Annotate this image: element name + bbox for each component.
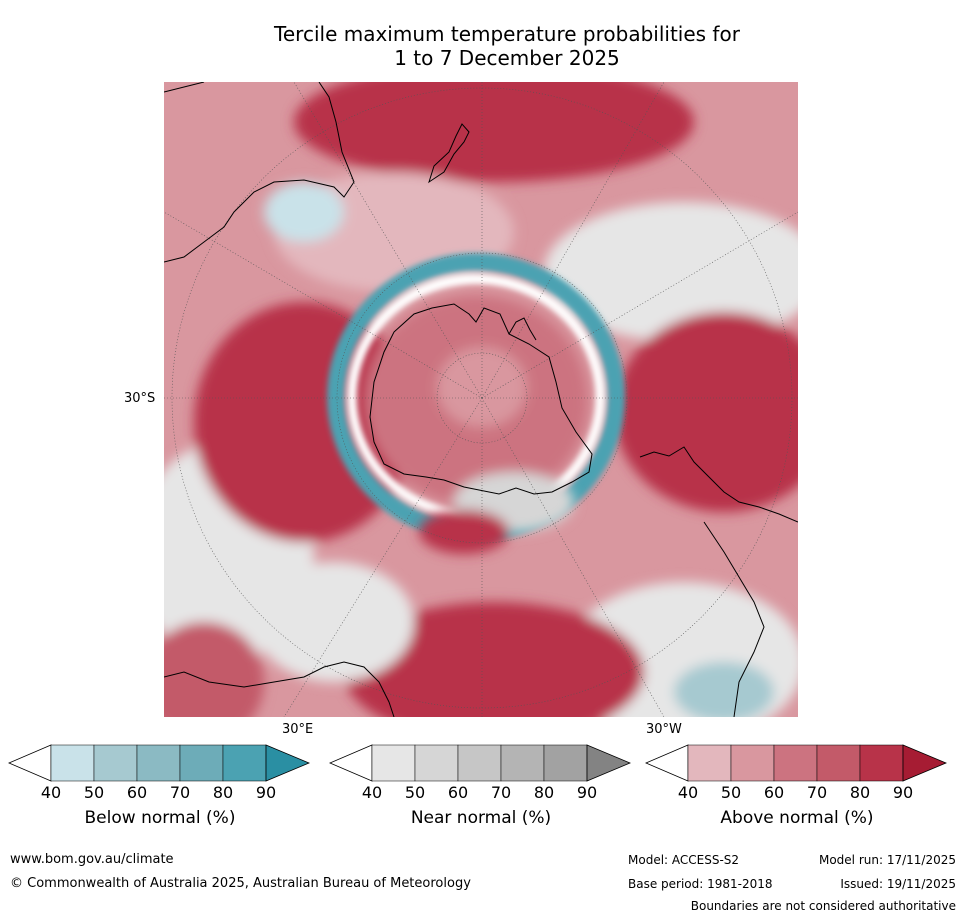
antarctica-pole	[437, 347, 527, 427]
new-zealand-coastline	[428, 123, 470, 184]
colorbar-tick-label: 90	[892, 783, 914, 802]
antarctica-coastline	[369, 303, 593, 495]
region-below-southeast	[674, 662, 774, 717]
footer-issued: Issued: 19/11/2025	[840, 877, 956, 891]
colorbar-segment	[816, 744, 861, 782]
colorbar-tick-label: 80	[849, 783, 871, 802]
latitude-label: 30°S	[124, 391, 156, 406]
colorbar-tick-label: 80	[533, 783, 555, 802]
colorbar-tick-label: 60	[447, 783, 469, 802]
map-title: Tercile maximum temperature probabilitie…	[164, 22, 850, 70]
footer-website[interactable]: www.bom.gov.au/climate	[10, 852, 174, 867]
colorbar-segment	[179, 744, 224, 782]
colorbar-tick-label: 50	[404, 783, 426, 802]
colorbar-above-label: Above normal (%)	[720, 808, 874, 828]
colorbar-segment	[773, 744, 818, 782]
colorbar-below-normal	[8, 744, 310, 782]
colorbar-tick-label: 50	[720, 783, 742, 802]
colorbar-segment	[457, 744, 502, 782]
colorbar-tick-label: 90	[255, 783, 277, 802]
australia-coastline	[164, 82, 355, 263]
title-line-1: Tercile maximum temperature probabilitie…	[274, 22, 740, 46]
footer-base-period: Base period: 1981-2018	[628, 877, 773, 891]
colorbar-segment	[730, 744, 775, 782]
colorbar-segment	[414, 744, 459, 782]
colorbar-extend-high	[265, 744, 310, 782]
coastlines	[164, 82, 798, 717]
footer-copyright: © Commonwealth of Australia 2025, Austra…	[10, 876, 471, 891]
graticule	[164, 82, 798, 717]
region-near-normal-northeast	[544, 202, 798, 342]
colorbar-segment	[371, 744, 416, 782]
longitude-label-east: 30°E	[282, 722, 314, 737]
colorbar-tick-label: 60	[126, 783, 148, 802]
colorbar-segment	[500, 744, 545, 782]
north-island-coast	[164, 82, 205, 93]
colorbar-tick-label: 90	[576, 783, 598, 802]
colorbar-near-normal	[329, 744, 631, 782]
colorbar-segment	[222, 744, 267, 782]
colorbar-extend-high	[902, 744, 947, 782]
colorbar-tick-label: 40	[40, 783, 62, 802]
colorbar-tick-label: 80	[212, 783, 234, 802]
region-above-east	[614, 312, 798, 512]
colorbar-tick-label: 50	[83, 783, 105, 802]
colorbar-segment	[50, 744, 95, 782]
ross-sea-above	[419, 510, 509, 554]
colorbar-extend-low	[8, 744, 52, 782]
region-above-southwest	[164, 622, 264, 717]
region-near-southwest	[254, 562, 414, 682]
colorbar-segment	[687, 744, 732, 782]
colorbar-tick-label: 70	[169, 783, 191, 802]
colorbar-tick-label: 70	[806, 783, 828, 802]
colorbar-tick-label: 70	[490, 783, 512, 802]
footer-disclaimer: Boundaries are not considered authoritat…	[690, 899, 956, 913]
longitude-label-west: 30°W	[646, 722, 682, 737]
colorbar-segment	[543, 744, 588, 782]
footer-model-run: Model run: 17/11/2025	[818, 853, 956, 867]
colorbar-tick-label: 40	[361, 783, 383, 802]
title-line-2: 1 to 7 December 2025	[394, 46, 620, 70]
africa-coastline	[164, 661, 395, 717]
colorbar-tick-label: 60	[763, 783, 785, 802]
colorbar-above-normal	[645, 744, 947, 782]
colorbar-tick-label: 40	[677, 783, 699, 802]
south-america-east	[703, 521, 765, 717]
region-below-northwest	[264, 182, 344, 242]
colorbar-extend-low	[329, 744, 373, 782]
colorbar-extend-low	[645, 744, 689, 782]
region-above-north	[294, 82, 694, 182]
colorbar-segment	[93, 744, 138, 782]
footer-model: Model: ACCESS-S2	[628, 853, 740, 867]
colorbar-segment	[859, 744, 904, 782]
colorbar-near-label: Near normal (%)	[410, 808, 552, 828]
antarctic-peninsula	[508, 317, 537, 341]
region-above-south	[344, 602, 644, 717]
colorbar-below-label: Below normal (%)	[84, 808, 236, 828]
colorbar-extend-high	[586, 744, 631, 782]
probability-map	[164, 82, 798, 717]
colorbar-segment	[136, 744, 181, 782]
south-america-coastline	[639, 446, 798, 523]
